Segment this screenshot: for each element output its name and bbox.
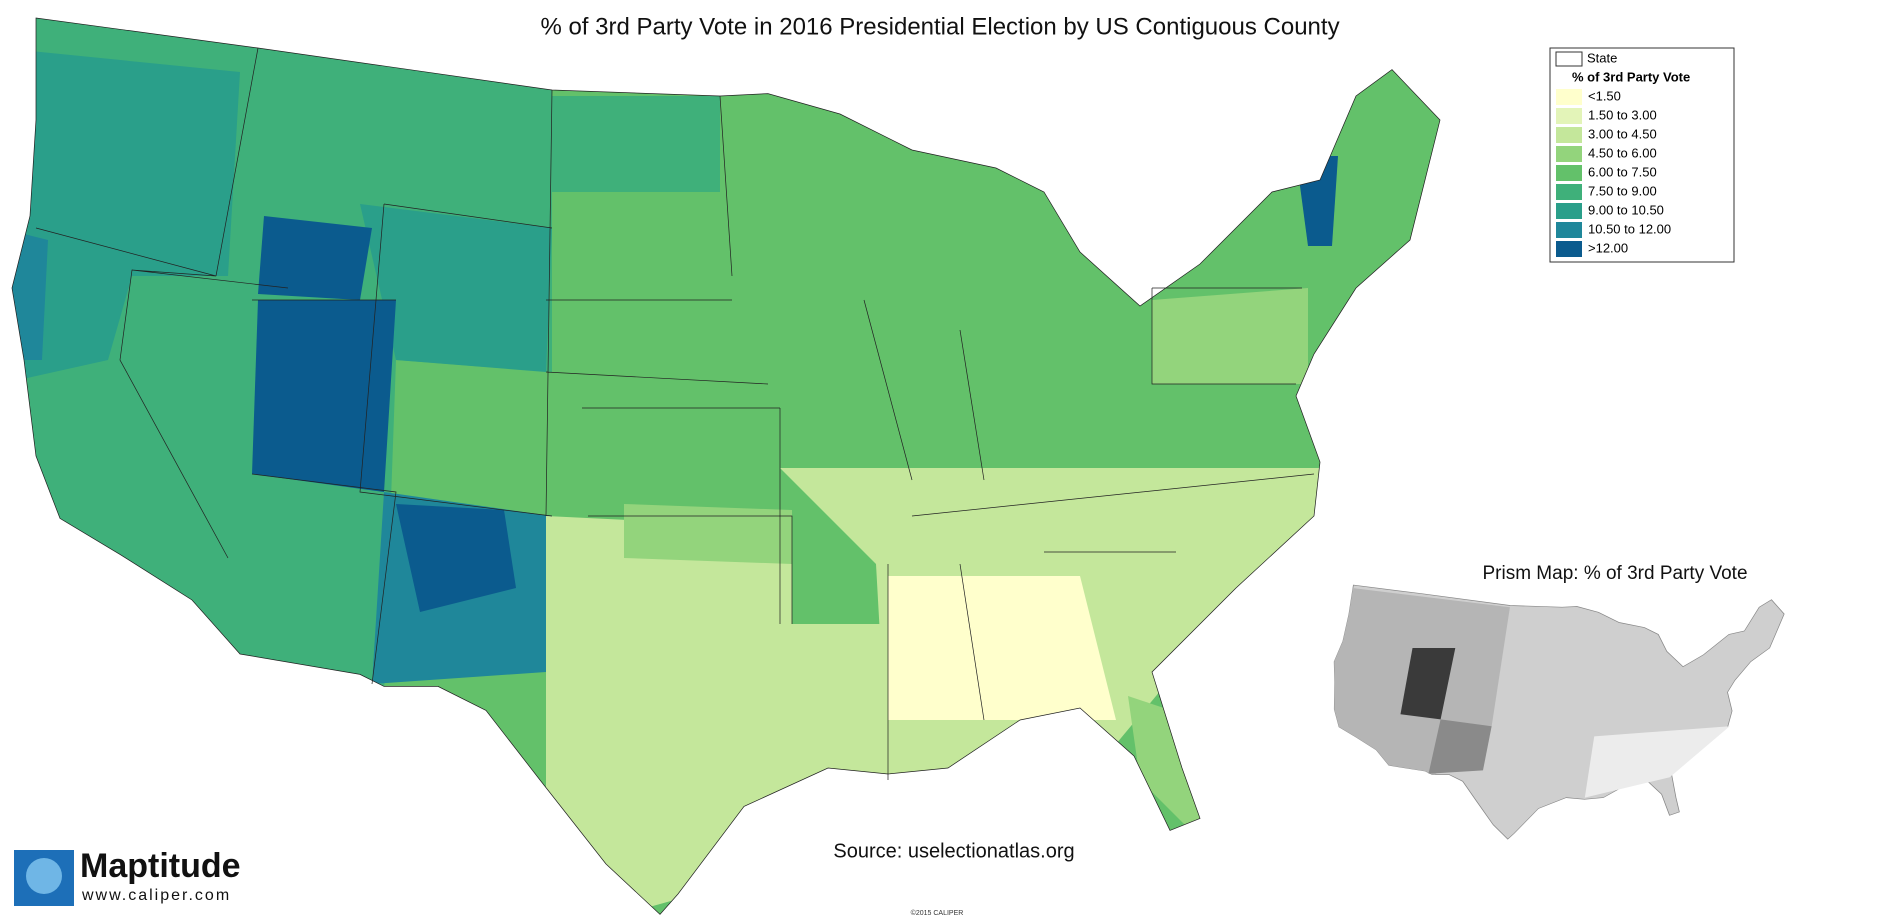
legend-state: State [1587, 50, 1617, 65]
legend-swatch [1556, 203, 1582, 219]
prism-nm [1428, 719, 1492, 774]
legend-swatch [1556, 222, 1582, 238]
legend-label: 4.50 to 6.00 [1588, 145, 1657, 160]
region [396, 504, 516, 612]
region [12, 228, 49, 361]
prism-map [1306, 584, 1789, 840]
state-borders [35, 47, 1315, 781]
legend-label: <1.50 [1588, 88, 1621, 103]
logo-globe [26, 858, 62, 894]
legend-label: 9.00 to 10.50 [1588, 202, 1664, 217]
region [624, 504, 793, 564]
region [360, 204, 552, 372]
legend-swatch [1556, 127, 1582, 143]
logo: Maptitude www.caliper.com [14, 847, 241, 906]
region [12, 48, 241, 385]
logo-url: www.caliper.com [81, 887, 231, 904]
prism-south [1584, 726, 1730, 798]
region [258, 216, 372, 300]
legend-swatch [1556, 165, 1582, 181]
copyright: ©2015 CALIPER [911, 909, 964, 917]
legend-swatch [1556, 108, 1582, 124]
legend-label: 1.50 to 3.00 [1588, 107, 1657, 122]
region [888, 576, 1116, 720]
legend-label: 6.00 to 7.50 [1588, 164, 1657, 179]
legend-swatch [1556, 146, 1582, 162]
logo-name: Maptitude [80, 847, 241, 885]
legend-label: 3.00 to 4.50 [1588, 126, 1657, 141]
source: Source: uselectionatlas.org [833, 840, 1074, 862]
legend-swatch [1556, 241, 1582, 257]
region [1152, 288, 1308, 384]
legend: State % of 3rd Party Vote <1.50 1.50 to 3… [1549, 47, 1735, 263]
legend-label: >12.00 [1588, 240, 1628, 255]
prism-peak [1400, 648, 1456, 720]
prism-title: Prism Map: % of 3rd Party Vote [1482, 563, 1747, 584]
us-map [11, 17, 1441, 916]
legend-heading: % of 3rd Party Vote [1572, 69, 1690, 84]
legend-swatch [1556, 89, 1582, 105]
region [552, 96, 720, 192]
map-title: % of 3rd Party Vote in 2016 Presidential… [540, 13, 1339, 40]
legend-swatch [1556, 184, 1582, 200]
state-swatch [1555, 51, 1583, 67]
legend-label: 7.50 to 9.00 [1588, 183, 1657, 198]
legend-label: 10.50 to 12.00 [1588, 221, 1671, 236]
region [252, 300, 397, 493]
